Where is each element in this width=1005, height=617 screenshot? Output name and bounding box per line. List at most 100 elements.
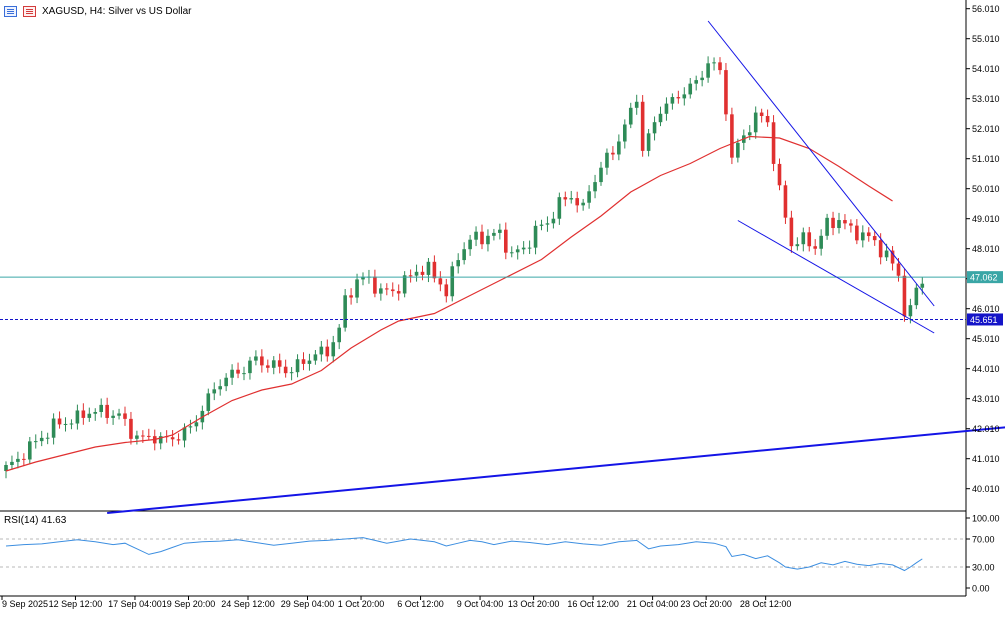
candle — [57, 411, 62, 429]
candle-body — [593, 182, 597, 192]
rsi-label: RSI(14) 41.63 — [4, 515, 67, 526]
candle — [712, 57, 716, 71]
candle — [831, 211, 835, 236]
candle — [843, 214, 847, 230]
candle — [730, 107, 734, 165]
indicator-list-icon[interactable] — [4, 5, 17, 17]
candle — [147, 428, 151, 440]
candle — [242, 366, 246, 381]
candle-body — [676, 97, 681, 99]
main-price-plot[interactable] — [0, 20, 1005, 514]
price-tick-label: 44.010 — [972, 364, 1000, 374]
candle-body — [557, 197, 562, 219]
candle-body — [93, 411, 98, 414]
candle — [307, 353, 312, 371]
candle — [480, 224, 484, 250]
time-axis[interactable]: 9 Sep 2025 12 Sep 12:00 17 Sep 04:00 19 Sep… — [1, 596, 791, 609]
candle-body — [182, 427, 187, 441]
candle — [277, 353, 282, 374]
candle — [861, 225, 865, 248]
candle — [289, 367, 294, 381]
candle-body — [396, 291, 401, 294]
candle — [896, 257, 901, 282]
candle-body — [914, 287, 919, 306]
candle-body — [623, 124, 627, 142]
candle — [271, 356, 276, 375]
candle — [676, 90, 681, 104]
time-tick-label: 6 Oct 12:00 — [397, 599, 444, 609]
candle — [837, 212, 841, 234]
candle — [390, 282, 395, 297]
candle — [551, 211, 556, 229]
candle-body — [87, 413, 92, 418]
price-tick-label: 56.010 — [972, 4, 1000, 14]
candle-body — [861, 232, 865, 241]
candle-body — [878, 240, 883, 258]
candle — [617, 134, 621, 161]
candle-body — [135, 435, 139, 439]
candle — [801, 227, 806, 252]
candle-body — [468, 239, 472, 250]
rsi-subwindow[interactable] — [0, 537, 966, 572]
candle — [188, 419, 193, 434]
candle — [515, 245, 520, 260]
candle-body — [646, 133, 651, 151]
candle-body — [230, 369, 234, 378]
candle-body — [872, 236, 877, 241]
candle — [33, 434, 38, 449]
candle — [855, 219, 859, 245]
chart-settings-icon[interactable] — [23, 5, 36, 17]
candle — [16, 451, 20, 469]
candle-body — [361, 276, 365, 280]
candle — [420, 265, 425, 281]
price-tick-label: 55.010 — [972, 34, 1000, 44]
candle — [682, 87, 687, 106]
candle-body — [337, 327, 341, 343]
candle-body — [462, 249, 466, 261]
candle-body — [81, 410, 86, 418]
time-tick-label: 24 Sep 12:00 — [221, 599, 275, 609]
candle-body — [765, 115, 770, 123]
trendlines-layer[interactable] — [107, 20, 1005, 514]
candle-body — [379, 288, 383, 294]
rsi-axis: 100.00 70.00 30.00 0.00 — [966, 514, 1000, 594]
candle-body — [51, 418, 56, 438]
candle — [575, 191, 579, 213]
candle-body — [724, 70, 728, 115]
candle-body — [515, 249, 520, 253]
candle-body — [855, 225, 859, 241]
price-axis[interactable]: 56.010 55.010 54.010 53.010 52.010 51.010 50.0… — [966, 4, 1003, 494]
candle-body — [664, 103, 669, 114]
candle — [492, 228, 496, 241]
candle — [4, 461, 8, 479]
candle — [337, 324, 341, 350]
candle-body — [474, 231, 478, 240]
candle — [527, 240, 532, 255]
candle — [623, 119, 627, 149]
candle-body — [539, 224, 544, 226]
chart-header: XAGUSD, H4: Silver vs US Dollar — [4, 3, 192, 19]
candle — [87, 407, 92, 422]
candle-body — [39, 437, 44, 442]
candle — [753, 106, 758, 139]
candle-body — [480, 231, 484, 245]
candle — [283, 359, 288, 378]
candle-body — [57, 418, 62, 425]
candle-body — [331, 342, 336, 357]
candle-body — [355, 279, 359, 298]
candle — [236, 362, 240, 379]
candle — [533, 220, 538, 255]
rsi-tick-label: 30.00 — [972, 563, 995, 573]
candle-body — [426, 261, 431, 275]
candle — [385, 283, 389, 296]
candle-body — [45, 437, 50, 439]
candle-body — [527, 247, 532, 249]
time-tick-label: 16 Oct 12:00 — [567, 599, 619, 609]
trendline — [707, 20, 935, 307]
candle — [355, 273, 359, 304]
candle — [813, 239, 817, 255]
candle-body — [123, 413, 127, 419]
price-tick-label: 52.010 — [972, 124, 1000, 134]
candle — [373, 269, 377, 298]
